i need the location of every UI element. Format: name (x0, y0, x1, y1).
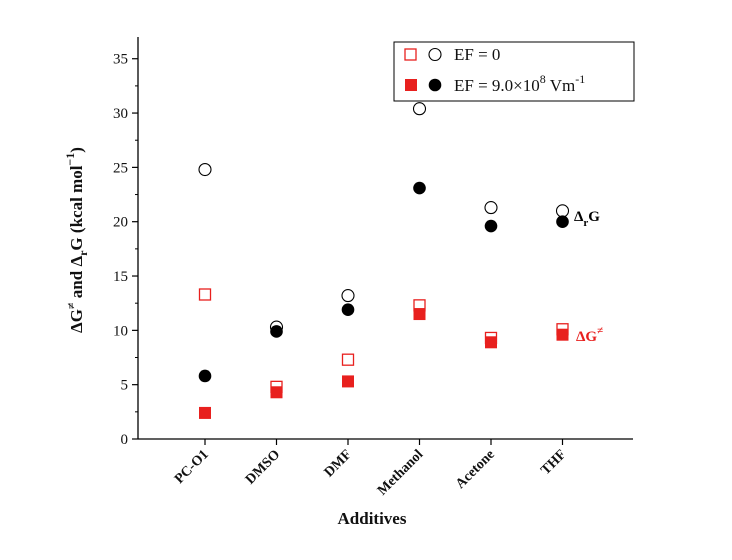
y-axis-title: ΔG≠ and ΔrG (kcal mol−1) (63, 147, 90, 333)
x-tick-label: THF (538, 447, 569, 478)
x-axis-title: Additives (338, 509, 407, 528)
point-open-circle (341, 289, 355, 303)
legend-filled-square (405, 79, 417, 91)
x-tick-label: DMF (322, 447, 355, 480)
x-tick-label: Acetone (453, 447, 498, 492)
legend-open-square (404, 48, 417, 61)
legend-open-circle (428, 47, 442, 62)
legend-entry-ef0: EF = 0 (454, 45, 500, 64)
y-tick-label: 25 (113, 160, 128, 176)
y-tick-label: 35 (113, 52, 128, 68)
point-filled-circle (341, 303, 355, 317)
point-filled-circle (413, 181, 426, 195)
annotation-dg: ΔG≠ (576, 325, 603, 345)
legend-filled-circle (428, 78, 442, 92)
annotation-rg: ΔrG (574, 209, 600, 229)
point-filled-circle (198, 369, 212, 383)
point-filled-square (556, 328, 569, 341)
x-tick-label: DMSO (243, 447, 283, 487)
point-filled-circle (556, 215, 569, 229)
point-filled-square (342, 375, 354, 388)
point-open-circle (198, 163, 212, 177)
point-open-circle (412, 102, 427, 116)
x-tick-label: PC-O1 (172, 447, 212, 487)
point-open-circle (484, 201, 498, 215)
x-tick-label: Methanol (375, 447, 426, 498)
x-ticks: PC-O1 DMSO DMF Methanol Acetone THF (172, 439, 569, 499)
point-open-square (341, 353, 355, 366)
y-tick-label: 30 (113, 106, 128, 122)
y-tick-label: 10 (113, 323, 128, 339)
legend: EF = 0 EF = 9.0×108 Vm-1 (393, 41, 635, 102)
point-filled-square (199, 406, 211, 419)
point-filled-square (270, 386, 283, 399)
y-tick-label: 15 (113, 269, 128, 285)
y-tick-label: 5 (121, 378, 129, 394)
legend-entry-ef: EF = 9.0×108 Vm-1 (454, 72, 585, 95)
point-filled-circle (270, 325, 283, 338)
point-filled-circle (484, 219, 498, 233)
y-tick-label: 20 (113, 215, 128, 231)
data-points (198, 102, 570, 419)
point-open-circle (555, 204, 570, 218)
point-filled-square (413, 308, 426, 321)
point-open-square (198, 288, 212, 301)
y-tick-label: 0 (121, 432, 129, 448)
y-ticks: 0 5 10 15 20 25 30 35 (113, 52, 138, 448)
point-filled-square (485, 336, 497, 349)
